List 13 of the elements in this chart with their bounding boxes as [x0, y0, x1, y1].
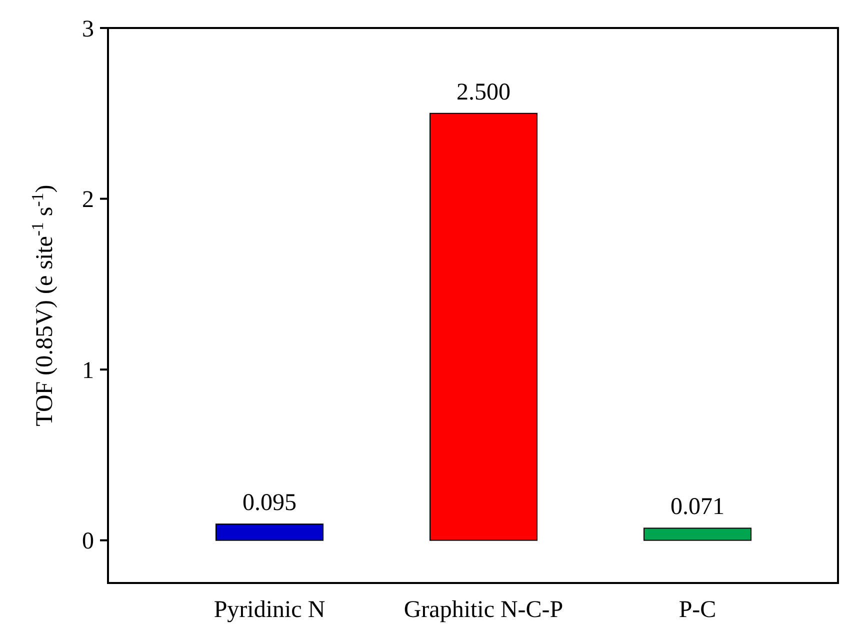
y-tick-label: 2	[82, 187, 94, 214]
x-tick-label: Graphitic N-C-P	[404, 597, 564, 623]
y-tick-label: 0	[82, 528, 94, 555]
x-tick-label: Pyridinic N	[214, 597, 326, 623]
y-tick-label: 1	[82, 358, 94, 384]
y-tick-label: 3	[82, 16, 94, 42]
bar	[216, 524, 324, 541]
x-tick-label: P-C	[678, 597, 716, 623]
bar	[644, 528, 752, 541]
bar	[430, 112, 538, 541]
data-label: 0.095	[242, 490, 296, 516]
data-label: 2.500	[456, 79, 510, 106]
data-label: 0.071	[670, 494, 724, 520]
